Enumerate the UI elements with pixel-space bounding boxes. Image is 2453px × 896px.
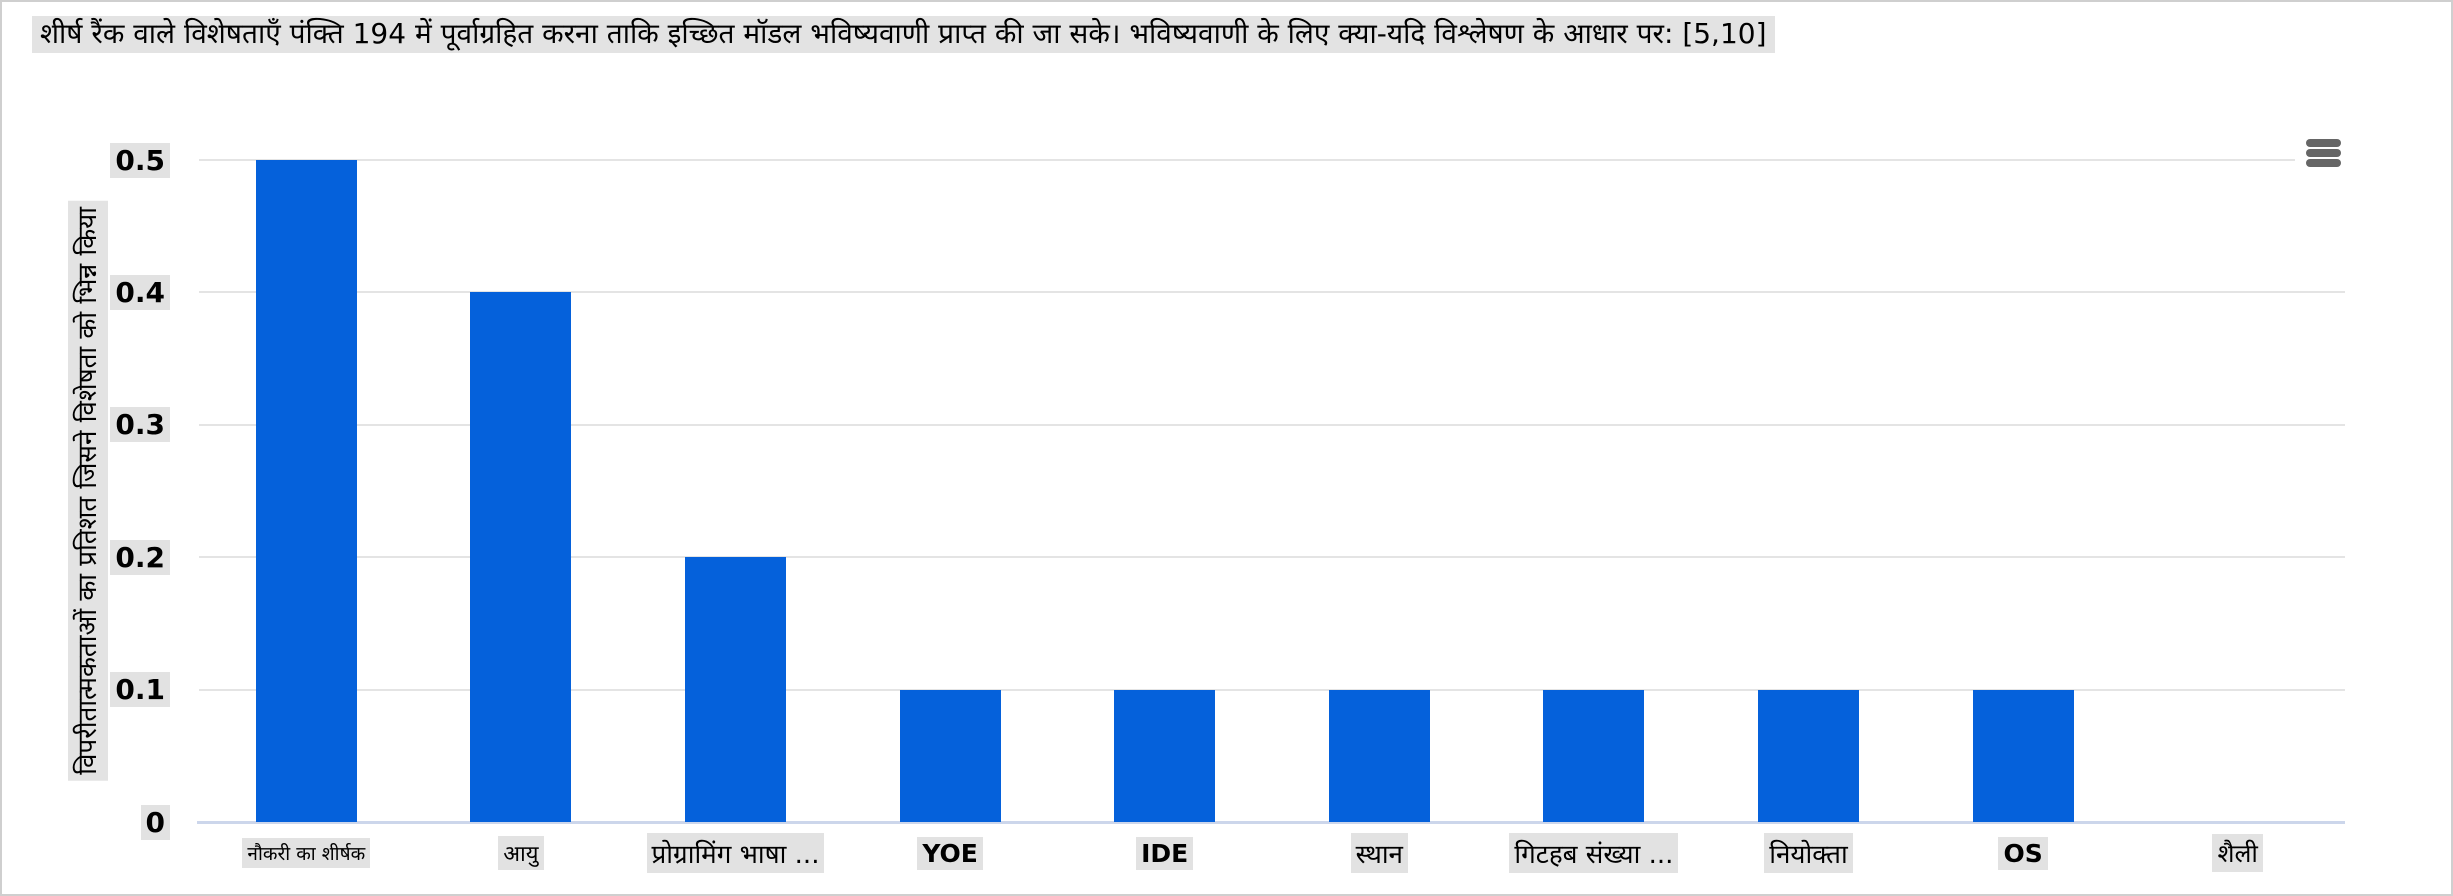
x-axis-label: नियोक्ता xyxy=(1679,833,1939,873)
hamburger-menu-icon xyxy=(2306,139,2341,147)
chart-bar[interactable] xyxy=(685,557,786,822)
y-tick-label: 0.3 xyxy=(40,403,170,447)
y-tick-label: 0 xyxy=(40,800,170,844)
x-axis-label: IDE xyxy=(1035,833,1295,873)
x-axis-label-text: IDE xyxy=(1136,836,1194,870)
x-axis-label: स्थान xyxy=(1249,833,1509,873)
x-axis-label-text: प्रोग्रामिंग भाषा ... xyxy=(646,833,825,873)
chart-bar[interactable] xyxy=(470,292,572,822)
x-axis-label-text: YOE xyxy=(917,836,983,870)
y-tick-label: 0.2 xyxy=(40,535,170,579)
hamburger-menu-icon xyxy=(2306,159,2341,167)
y-tick-value: 0.3 xyxy=(110,407,170,443)
chart-bar[interactable] xyxy=(1543,689,1645,822)
x-axis-label-text: स्थान xyxy=(1350,833,1408,873)
x-axis-label: YOE xyxy=(820,833,1080,873)
x-axis-label: गिटहब संख्या ... xyxy=(1464,833,1724,873)
chart-title-text: शीर्ष रैंक वाले विशेषताएँ पंक्ति 194 में… xyxy=(32,16,1775,53)
hamburger-menu-icon xyxy=(2306,149,2341,157)
x-axis-label-text: नौकरी का शीर्षक xyxy=(242,838,371,868)
gridline xyxy=(199,688,2345,691)
x-axis-label: आयु xyxy=(391,833,651,873)
chart-bar[interactable] xyxy=(1972,689,2074,822)
gridline xyxy=(199,423,2345,426)
gridline xyxy=(199,291,2345,294)
x-axis-label-text: गिटहब संख्या ... xyxy=(1509,833,1679,873)
y-axis-title: विपरीतात्मकताओं का प्रतिशत जिसने विशेषता… xyxy=(64,160,112,822)
y-tick-label: 0.4 xyxy=(40,270,170,314)
y-tick-value: 0.5 xyxy=(110,142,170,178)
chart-bar[interactable] xyxy=(255,160,357,822)
x-axis-label: नौकरी का शीर्षक xyxy=(176,833,436,873)
chart-context-menu-button[interactable] xyxy=(2295,130,2353,178)
x-axis-label: शैली xyxy=(2108,833,2368,873)
y-tick-value: 0.1 xyxy=(110,672,170,708)
x-axis-label-text: OS xyxy=(1998,836,2048,870)
chart-bar[interactable] xyxy=(899,689,1001,822)
y-tick-value: 0.4 xyxy=(110,274,170,310)
y-tick-value: 0.2 xyxy=(110,539,170,575)
x-axis-label-text: आयु xyxy=(498,836,544,870)
x-axis-label: प्रोग्रामिंग भाषा ... xyxy=(606,833,866,873)
chart-bar[interactable] xyxy=(1328,689,1430,822)
y-tick-value: 0 xyxy=(140,804,170,840)
y-tick-label: 0.1 xyxy=(40,668,170,712)
x-axis-label-text: नियोक्ता xyxy=(1764,833,1853,873)
gridline xyxy=(199,159,2345,161)
x-axis-label-text: शैली xyxy=(2212,834,2263,872)
x-axis-label: OS xyxy=(1893,833,2153,873)
gridline xyxy=(199,556,2345,559)
chart-title: शीर्ष रैंक वाले विशेषताएँ पंक्ति 194 में… xyxy=(32,14,1775,55)
y-tick-label: 0.5 xyxy=(40,138,170,182)
chart-bar[interactable] xyxy=(1758,689,1859,822)
chart-bar[interactable] xyxy=(1114,689,1216,822)
x-axis-line xyxy=(197,821,2345,824)
